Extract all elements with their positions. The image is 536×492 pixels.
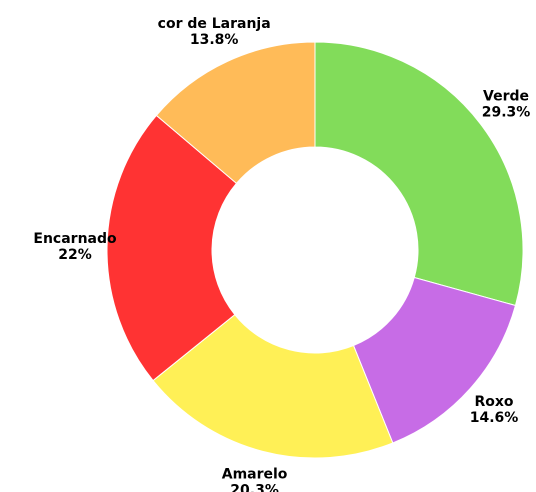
slice-label: cor de Laranja	[158, 16, 271, 32]
slice-label: Verde	[483, 89, 529, 105]
slice-value-label: 22%	[58, 247, 92, 263]
slice-label: Amarelo	[222, 466, 288, 482]
slice-value-label: 14.6%	[470, 410, 519, 426]
donut-slice	[155, 41, 316, 185]
donut-slice	[152, 313, 394, 459]
slice-label: Encarnado	[33, 231, 117, 247]
donut-slice	[106, 114, 238, 382]
slice-value-label: 29.3%	[482, 105, 531, 121]
slice-label: Roxo	[475, 394, 514, 410]
slice-value-label: 13.8%	[190, 32, 239, 48]
donut-slice	[314, 41, 524, 307]
slice-value-label: 20.3%	[230, 482, 279, 492]
